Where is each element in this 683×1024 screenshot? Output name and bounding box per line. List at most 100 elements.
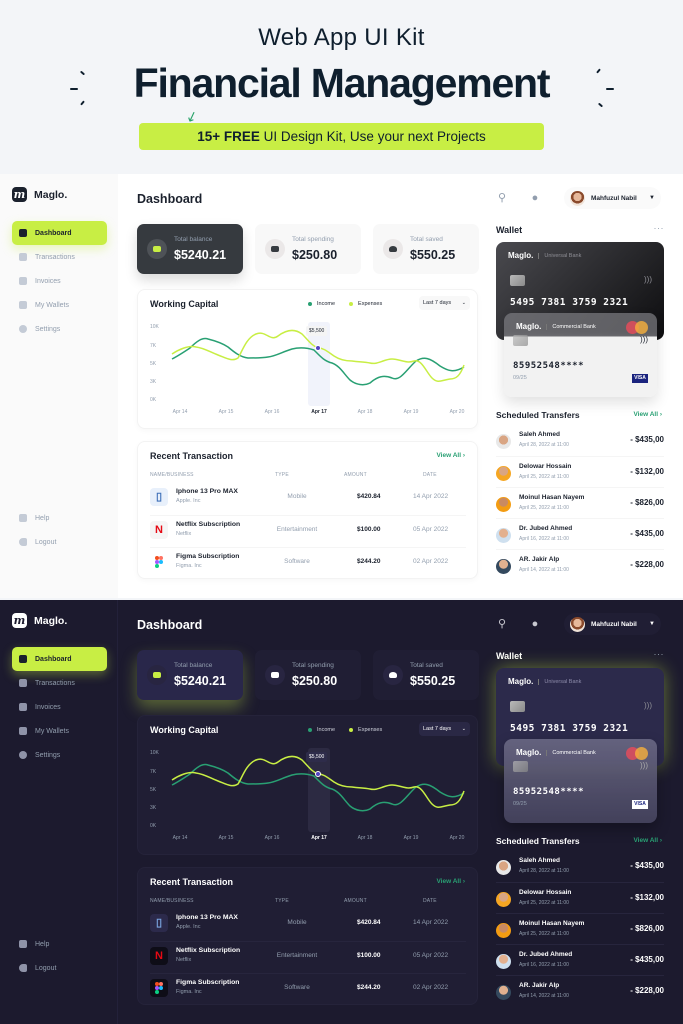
logo[interactable]: m Maglo. (12, 613, 67, 628)
tx-amount: $420.84 (357, 919, 381, 926)
more-icon[interactable]: ··· (653, 223, 664, 233)
x-tick: Apr 18 (357, 409, 373, 415)
chart-tooltip: $5,500 (306, 752, 328, 762)
transfer-item[interactable]: Delowar Hossain April 25, 2022 at 11:00 … (496, 456, 664, 487)
sidebar-bottom-nav: Help Logout (12, 506, 107, 554)
search-icon[interactable]: ⚲ (497, 618, 507, 630)
sidebar-item-help[interactable]: Help (12, 506, 107, 530)
card-brand: Maglo. Universal Bank (508, 677, 582, 686)
working-capital-chart[interactable] (138, 312, 479, 412)
transactions-icon (19, 679, 27, 687)
chip-icon (510, 275, 525, 286)
card-expiry: 09/25 (513, 801, 527, 807)
nav-label: Settings (35, 751, 61, 759)
contactless-icon: ))) (640, 761, 648, 770)
search-icon[interactable]: ⚲ (497, 192, 507, 204)
table-row[interactable]: ▯ Iphone 13 Pro MAX Apple. Inc Mobile $4… (150, 909, 466, 941)
income-line (171, 337, 465, 386)
credit-card-commercial[interactable]: Maglo. Commercial Bank ))) 85952548**** 0… (504, 739, 657, 823)
sidebar-item-transactions[interactable]: Transactions (12, 671, 107, 695)
table-row[interactable]: N Netflix Subscription Netflix Entertain… (150, 941, 466, 973)
sidebar-item-transactions[interactable]: Transactions (12, 245, 107, 269)
sidebar-item-dashboard[interactable]: Dashboard (12, 647, 107, 671)
user-menu[interactable]: Mahfuzul Nabil ▼ (564, 187, 661, 209)
sidebar-item-invoices[interactable]: Invoices (12, 695, 107, 719)
transfer-item[interactable]: Dr. Jubed Ahmed April 16, 2022 at 11:00 … (496, 944, 664, 975)
view-all-transfers-link[interactable]: View All › (633, 411, 662, 418)
sidebar-item-dashboard[interactable]: Dashboard (12, 221, 107, 245)
column-header: AMOUNT (344, 898, 367, 904)
transfer-item[interactable]: Moinul Hasan Nayem April 25, 2022 at 11:… (496, 487, 664, 518)
credit-card-commercial[interactable]: Maglo. Commercial Bank ))) 85952548**** 0… (504, 313, 657, 397)
view-all-transactions-link[interactable]: View All › (436, 878, 465, 885)
bell-icon[interactable]: ● (531, 192, 539, 204)
logo[interactable]: m Maglo. (12, 187, 67, 202)
tx-company: Apple. Inc (176, 498, 201, 504)
transfer-date: April 14, 2022 at 11:00 (519, 567, 569, 573)
table-row[interactable]: Figma Subscription Figma. Inc Software $… (150, 547, 466, 579)
table-row[interactable]: N Netflix Subscription Netflix Entertain… (150, 515, 466, 547)
tx-name: Figma Subscription (176, 979, 240, 986)
x-tick-active: Apr 17 (311, 835, 327, 841)
view-all-transfers-link[interactable]: View All › (633, 837, 662, 844)
stat-total-spending[interactable]: Total spending $250.80 (255, 650, 361, 700)
transfer-item[interactable]: Dr. Jubed Ahmed April 16, 2022 at 11:00 … (496, 518, 664, 549)
nav-label: Transactions (35, 253, 75, 261)
transfer-item[interactable]: Moinul Hasan Nayem April 25, 2022 at 11:… (496, 913, 664, 944)
stat-total-balance[interactable]: Total balance $5240.21 (137, 224, 243, 274)
chip-icon (513, 335, 528, 346)
stat-total-spending[interactable]: Total spending $250.80 (255, 224, 361, 274)
right-column: ⚲ ● Mahfuzul Nabil ▼ Wallet ··· Maglo. Un… (496, 174, 666, 598)
transfer-item[interactable]: AR. Jakir Alp April 14, 2022 at 11:00 - … (496, 975, 664, 1006)
main-content: Dashboard Total balance $5240.21 Total s… (137, 600, 479, 1024)
transfer-name: Moinul Hasan Nayem (519, 494, 585, 501)
active-column-highlight (308, 748, 330, 832)
chevron-right-icon: › (462, 878, 465, 885)
user-menu[interactable]: Mahfuzul Nabil ▼ (564, 613, 661, 635)
x-tick: Apr 14 (172, 409, 188, 415)
stat-value: $550.25 (410, 674, 456, 688)
date-range-dropdown[interactable]: Last 7 days ⌄ (419, 722, 470, 736)
y-tick: 5K (150, 787, 157, 793)
sidebar-item-settings[interactable]: Settings (12, 317, 107, 341)
sidebar-item-settings[interactable]: Settings (12, 743, 107, 767)
transfer-item[interactable]: Saleh Ahmed April 28, 2022 at 11:00 - $4… (496, 425, 664, 456)
working-capital-chart[interactable] (138, 738, 479, 838)
stat-total-saved[interactable]: Total saved $550.25 (373, 224, 479, 274)
caret-down-icon: ▼ (649, 621, 655, 627)
view-all-transactions-link[interactable]: View All › (436, 452, 465, 459)
transfer-amount: - $228,00 (630, 560, 664, 569)
chart-legend: Income Expenses (308, 301, 382, 307)
table-row[interactable]: Figma Subscription Figma. Inc Software $… (150, 973, 466, 1005)
transfer-amount: - $435,00 (630, 529, 664, 538)
transfer-item[interactable]: AR. Jakir Alp April 14, 2022 at 11:00 - … (496, 549, 664, 580)
transfer-item[interactable]: Delowar Hossain April 25, 2022 at 11:00 … (496, 882, 664, 913)
sidebar-item-logout[interactable]: Logout (12, 530, 107, 554)
sidebar-item-logout[interactable]: Logout (12, 956, 107, 980)
contactless-icon: ))) (644, 275, 652, 284)
column-header: NAME/BUSINESS (150, 472, 194, 478)
income-line (171, 763, 465, 812)
more-icon[interactable]: ··· (653, 649, 664, 659)
transfer-amount: - $826,00 (630, 924, 664, 933)
table-row[interactable]: ▯ Iphone 13 Pro MAX Apple. Inc Mobile $4… (150, 483, 466, 515)
avatar (496, 528, 511, 543)
legend-expenses: Expenses (349, 727, 382, 733)
x-tick: Apr 18 (357, 835, 373, 841)
sidebar-item-my-wallets[interactable]: My Wallets (12, 719, 107, 743)
dashboard-panel-dark: m Maglo. Dashboard Transactions Invoices… (0, 600, 683, 1024)
date-range-dropdown[interactable]: Last 7 days ⌄ (419, 296, 470, 310)
transfer-name: AR. Jakir Alp (519, 982, 560, 989)
transfer-item[interactable]: Saleh Ahmed April 28, 2022 at 11:00 - $4… (496, 851, 664, 882)
stat-total-balance[interactable]: Total balance $5240.21 (137, 650, 243, 700)
bell-icon[interactable]: ● (531, 618, 539, 630)
nav-label: Help (35, 514, 50, 522)
chip-icon (513, 761, 528, 772)
sidebar-item-invoices[interactable]: Invoices (12, 269, 107, 293)
sidebar-item-my-wallets[interactable]: My Wallets (12, 293, 107, 317)
nav-label: My Wallets (35, 301, 69, 309)
working-capital-card: Working Capital Income Expenses Last 7 d… (137, 289, 478, 429)
stat-total-saved[interactable]: Total saved $550.25 (373, 650, 479, 700)
transfer-name: Moinul Hasan Nayem (519, 920, 585, 927)
sidebar-item-help[interactable]: Help (12, 932, 107, 956)
